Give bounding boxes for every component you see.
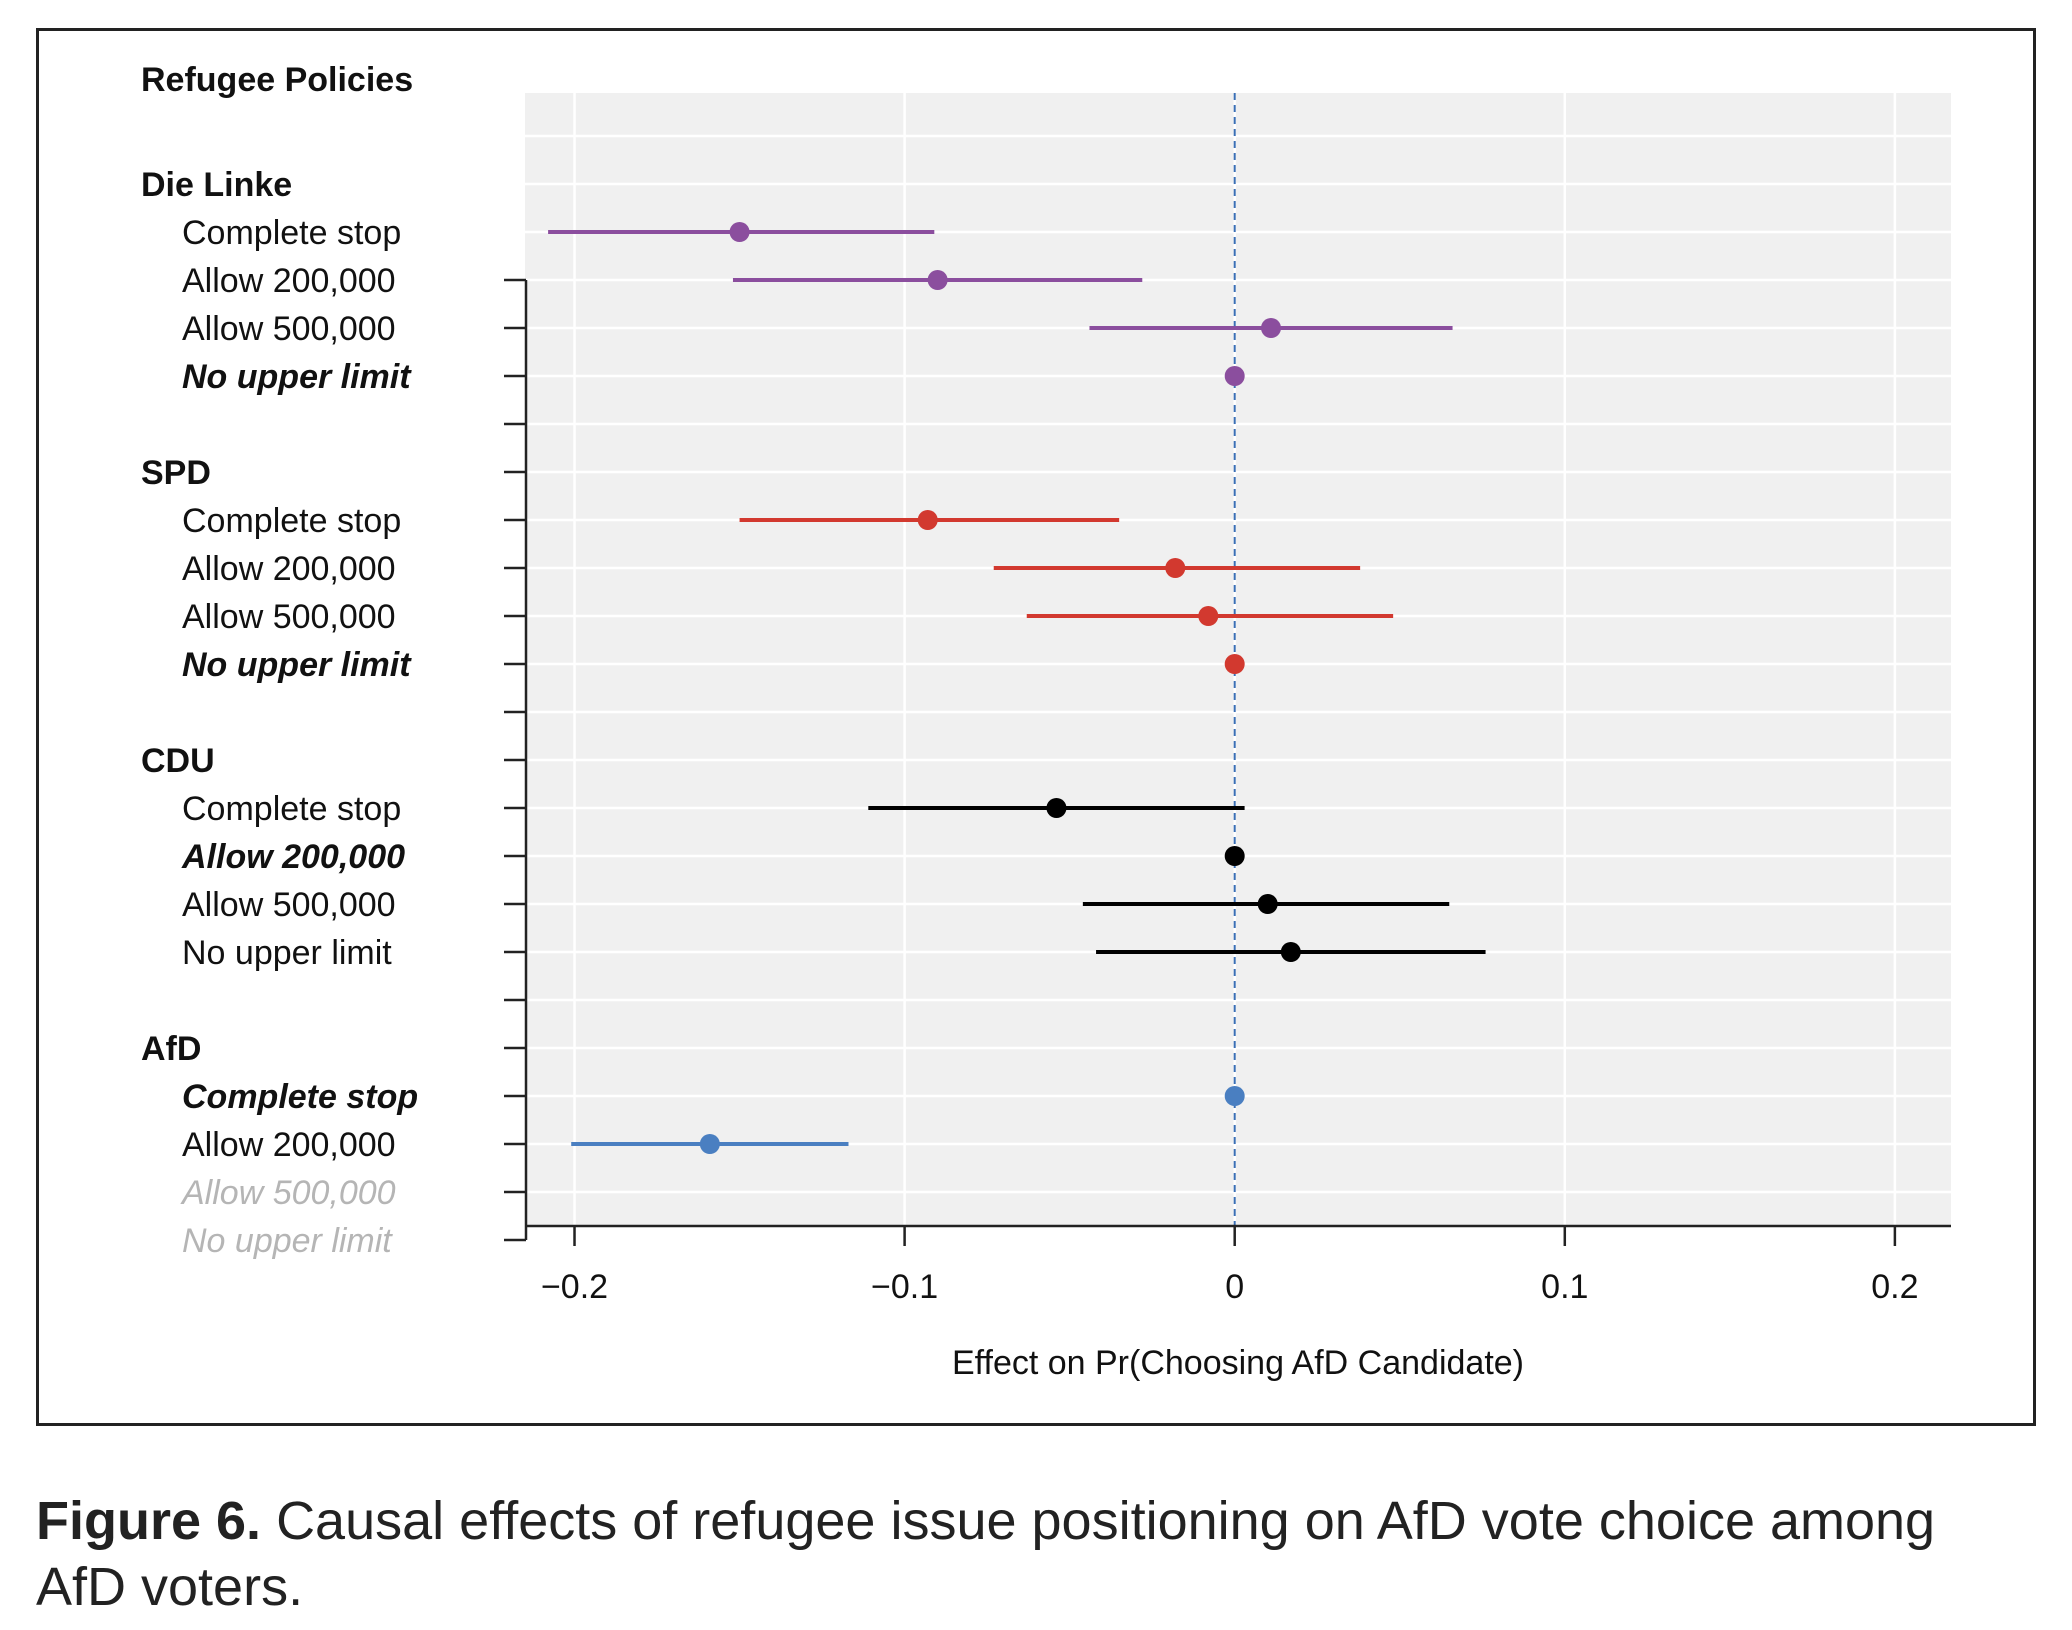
row-label: Allow 200,000	[182, 262, 396, 300]
x-tick-label: 0.2	[1871, 1268, 1918, 1306]
point-estimate	[927, 270, 948, 290]
group-label: CDU	[141, 742, 215, 780]
x-axis-label: Effect on Pr(Choosing AfD Candidate)	[952, 1344, 1524, 1382]
figure-frame: −0.2 −0.1 0 0.1 0.2 Effect on Pr(Choosing AfD…	[36, 28, 2036, 1426]
row-label: Allow 200,000	[182, 550, 396, 588]
group-label: Die Linke	[141, 166, 292, 204]
point-estimate	[1046, 798, 1067, 818]
point-estimate	[1257, 894, 1278, 914]
row-label: Allow 500,000	[182, 598, 396, 636]
point-estimate	[1198, 606, 1219, 626]
row-label: Allow 500,000	[182, 886, 396, 924]
row-label: Complete stop	[182, 502, 401, 540]
point-estimate	[1224, 1086, 1245, 1106]
point-estimate	[1261, 318, 1282, 338]
row-label: Complete stop	[182, 1078, 418, 1116]
point-estimate	[1224, 846, 1245, 866]
panel-header: Refugee Policies	[141, 61, 413, 99]
point-estimate	[729, 222, 750, 242]
point-estimate	[917, 510, 938, 530]
row-label: Complete stop	[182, 790, 401, 828]
point-estimate	[1224, 654, 1245, 674]
x-tick-label: −0.2	[541, 1268, 608, 1306]
x-tick-label: 0	[1225, 1268, 1244, 1306]
group-label: AfD	[141, 1030, 201, 1068]
row-label: No upper limit	[182, 358, 412, 396]
point-estimate	[1280, 942, 1301, 962]
row-label: No upper limit	[182, 1222, 393, 1260]
row-label: Allow 200,000	[181, 838, 405, 876]
group-label: SPD	[141, 454, 211, 492]
row-label: Allow 500,000	[182, 310, 396, 348]
row-label: Allow 500,000	[180, 1174, 396, 1212]
row-label: Complete stop	[182, 214, 401, 252]
forest-plot: −0.2 −0.1 0 0.1 0.2 Effect on Pr(Choosing AfD…	[141, 61, 1951, 1382]
row-label: Allow 200,000	[182, 1126, 396, 1164]
x-tick-label: −0.1	[871, 1268, 938, 1306]
point-estimate	[1165, 558, 1186, 578]
row-label: No upper limit	[182, 646, 412, 684]
caption-label: Figure 6.	[36, 1491, 262, 1551]
figure-caption: Figure 6. Causal effects of refugee issu…	[36, 1488, 2036, 1620]
row-label: No upper limit	[182, 934, 392, 972]
caption-text: Causal effects of refugee issue position…	[36, 1491, 1936, 1617]
point-estimate	[1224, 366, 1245, 386]
point-estimate	[699, 1134, 720, 1154]
x-tick-label: 0.1	[1541, 1268, 1588, 1306]
